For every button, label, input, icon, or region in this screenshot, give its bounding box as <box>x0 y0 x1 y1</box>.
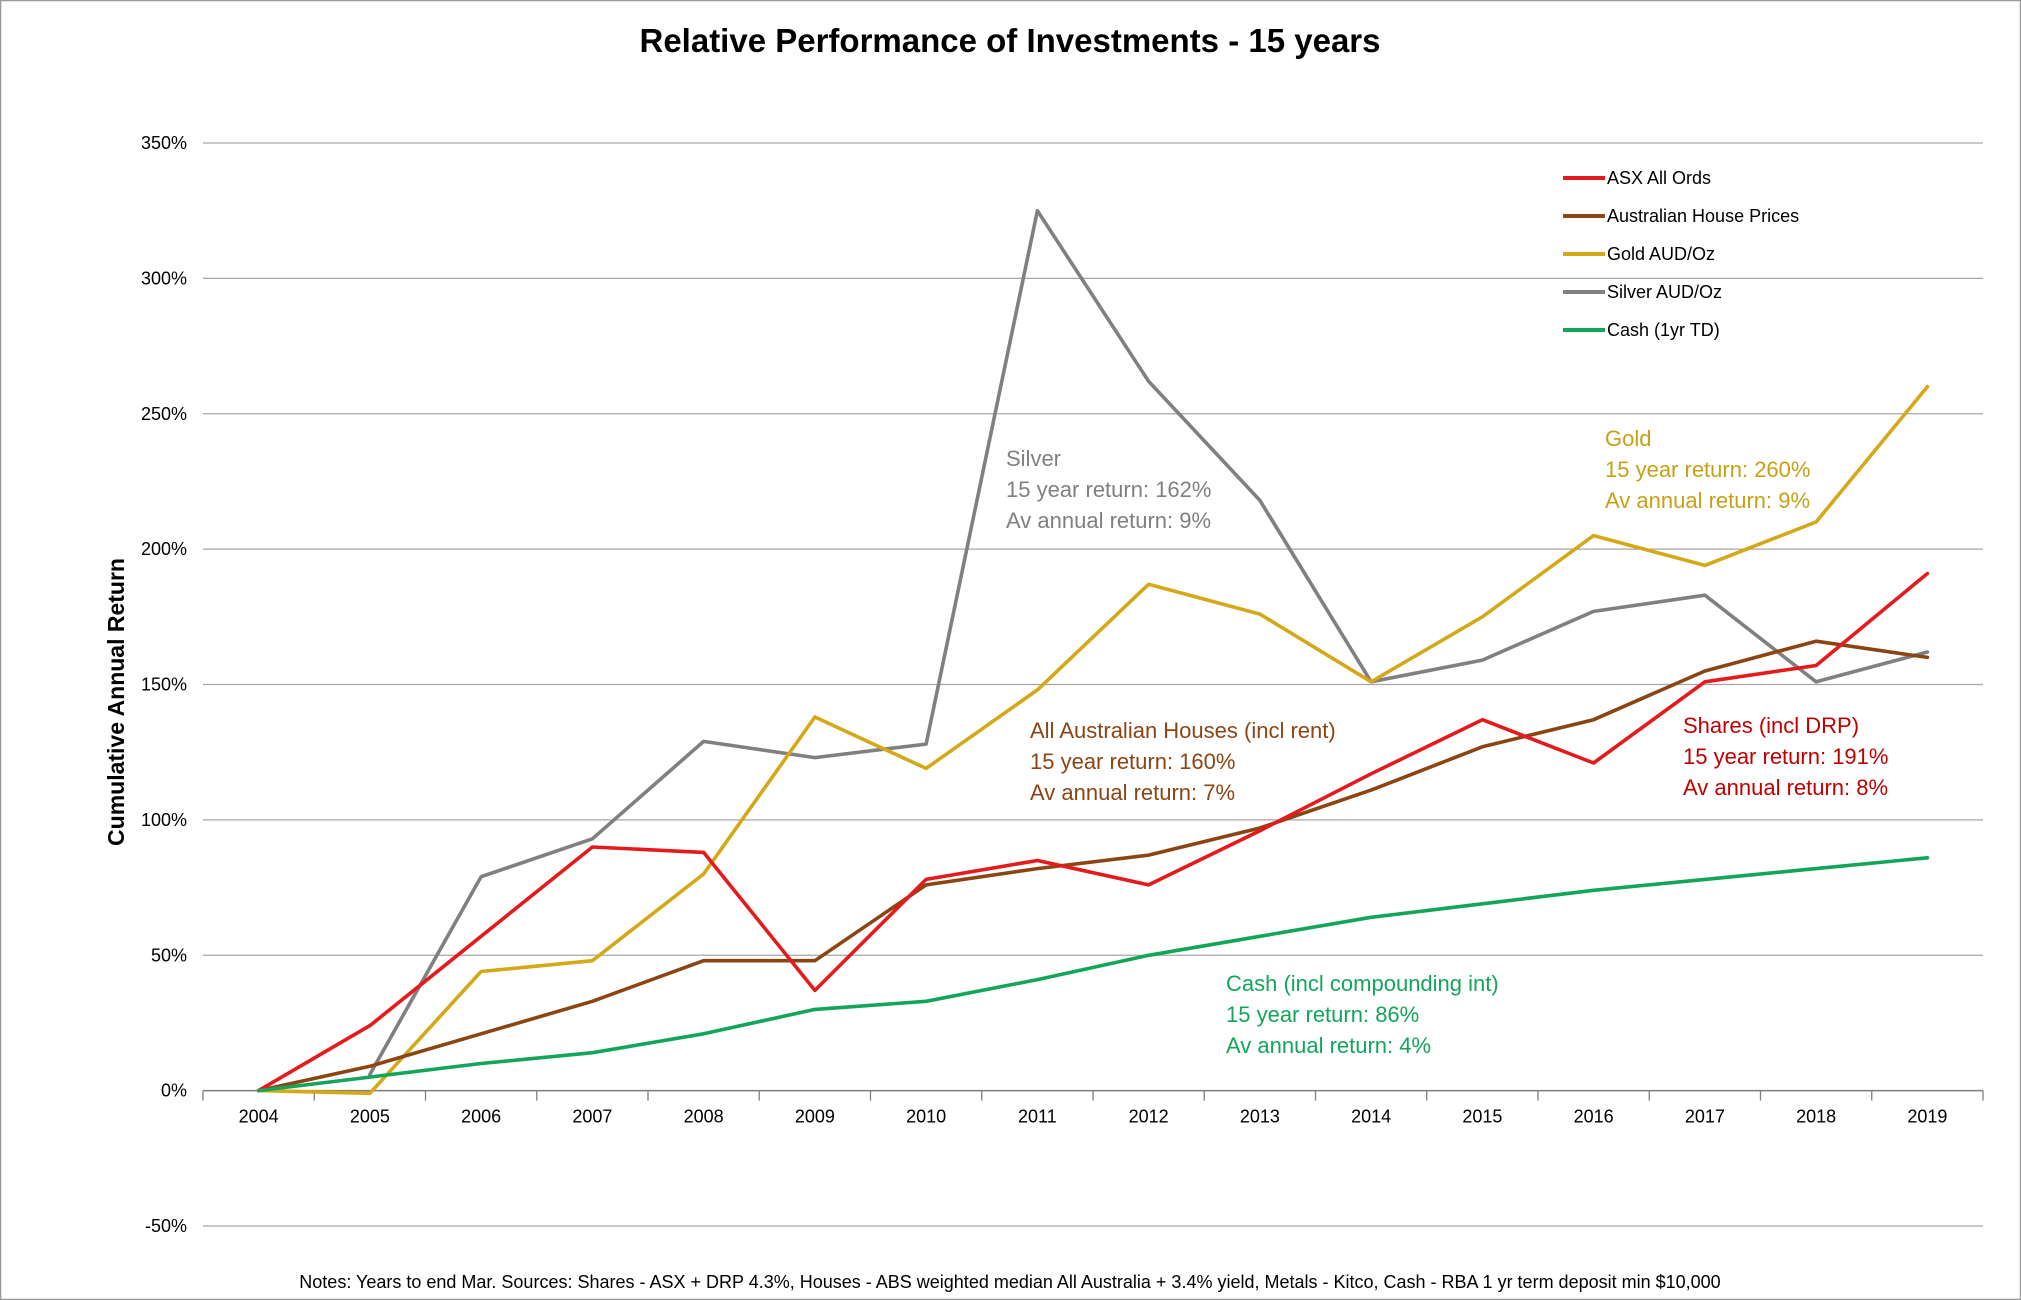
y-tick-label: 200% <box>141 539 187 559</box>
x-tick-label: 2017 <box>1685 1107 1725 1127</box>
x-tick-label: 2016 <box>1574 1107 1614 1127</box>
x-tick-label: 2007 <box>572 1107 612 1127</box>
y-tick-label: 150% <box>141 675 187 695</box>
series-line-silver-aud-oz <box>368 208 1930 1077</box>
x-tick-label: 2018 <box>1796 1107 1836 1127</box>
annotation-text: Silver <box>1006 446 1061 471</box>
chart-title: Relative Performance of Investments - 15… <box>639 22 1380 59</box>
axes: 2004 2005 2006 2007 2008 2009 2010 2011 2012 2013… <box>202 1089 1984 1127</box>
legend-entry: Gold AUD/Oz <box>1607 244 1715 264</box>
y-tick-label: 300% <box>141 268 187 288</box>
x-tick-label: 2019 <box>1907 1107 1947 1127</box>
annotation-text: Av annual return: 8% <box>1683 775 1888 800</box>
x-tick-label: 2013 <box>1240 1107 1280 1127</box>
y-axis-label: Cumulative Annual Return <box>103 558 129 846</box>
y-tick-label: -50% <box>145 1216 187 1236</box>
y-tick-label: 0% <box>161 1081 187 1101</box>
annotation-text: 15 year return: 160% <box>1030 749 1235 774</box>
annotation-text: Gold <box>1605 426 1651 451</box>
annotation-text: Av annual return: 4% <box>1226 1033 1431 1058</box>
y-tick-label: 50% <box>151 945 187 965</box>
legend-entry: Cash (1yr TD) <box>1607 320 1720 340</box>
annotation-text: Av annual return: 9% <box>1605 488 1810 513</box>
x-tick-label: 2014 <box>1351 1107 1391 1127</box>
gridlines: -50% 0% 50% 100% 150% 200% 250% 300% 350% <box>141 133 1983 1236</box>
x-tick-label: 2005 <box>350 1107 390 1127</box>
y-tick-label: 250% <box>141 404 187 424</box>
annotation-text: 15 year return: 260% <box>1605 457 1810 482</box>
annotation-text: Cash (incl compounding int) <box>1226 971 1499 996</box>
annotation-text: 15 year return: 162% <box>1006 477 1211 502</box>
legend: ASX All Ords Australian House Prices Gold … <box>1563 168 1799 340</box>
legend-entry: ASX All Ords <box>1607 168 1711 188</box>
legend-entry: Australian House Prices <box>1607 206 1799 226</box>
x-tick-label: 2009 <box>795 1107 835 1127</box>
x-tick-label: 2004 <box>239 1107 279 1127</box>
y-tick-label: 350% <box>141 133 187 153</box>
annotation-text: Av annual return: 9% <box>1006 508 1211 533</box>
footnote: Notes: Years to end Mar. Sources: Shares… <box>299 1272 1720 1292</box>
y-tick-label: 100% <box>141 810 187 830</box>
x-tick-label: 2012 <box>1129 1107 1169 1127</box>
x-tick-label: 2008 <box>684 1107 724 1127</box>
x-tick-label: 2011 <box>1018 1107 1057 1127</box>
x-tick-label: 2015 <box>1462 1107 1502 1127</box>
series-line-asx-all-ords <box>256 571 1930 1093</box>
annotations: Silver 15 year return: 162% Av annual retu… <box>1006 426 1888 1058</box>
series-line-cash-1yr-td <box>256 856 1930 1093</box>
annotation-text: 15 year return: 191% <box>1683 744 1888 769</box>
series-line-gold-aud-oz <box>256 384 1930 1096</box>
annotation-text: All Australian Houses (incl rent) <box>1030 718 1336 743</box>
series-lines <box>256 208 1930 1096</box>
annotation-text: Av annual return: 7% <box>1030 780 1235 805</box>
annotation-text: 15 year return: 86% <box>1226 1002 1419 1027</box>
legend-entry: Silver AUD/Oz <box>1607 282 1722 302</box>
x-tick-label: 2010 <box>906 1107 946 1127</box>
annotation-text: Shares (incl DRP) <box>1683 713 1859 738</box>
x-tick-label: 2006 <box>461 1107 501 1127</box>
series-line-australian-house-prices <box>256 639 1930 1093</box>
